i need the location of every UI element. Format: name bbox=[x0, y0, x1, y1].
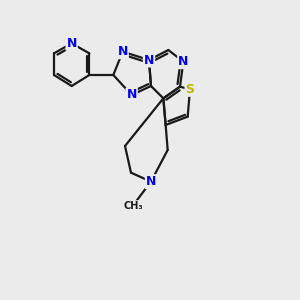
Text: S: S bbox=[185, 83, 194, 96]
Text: N: N bbox=[178, 55, 188, 68]
Text: N: N bbox=[67, 37, 77, 50]
Text: N: N bbox=[146, 175, 156, 188]
Text: N: N bbox=[118, 45, 128, 58]
Text: N: N bbox=[144, 53, 154, 67]
Text: N: N bbox=[127, 88, 137, 101]
Text: CH₃: CH₃ bbox=[124, 201, 143, 211]
